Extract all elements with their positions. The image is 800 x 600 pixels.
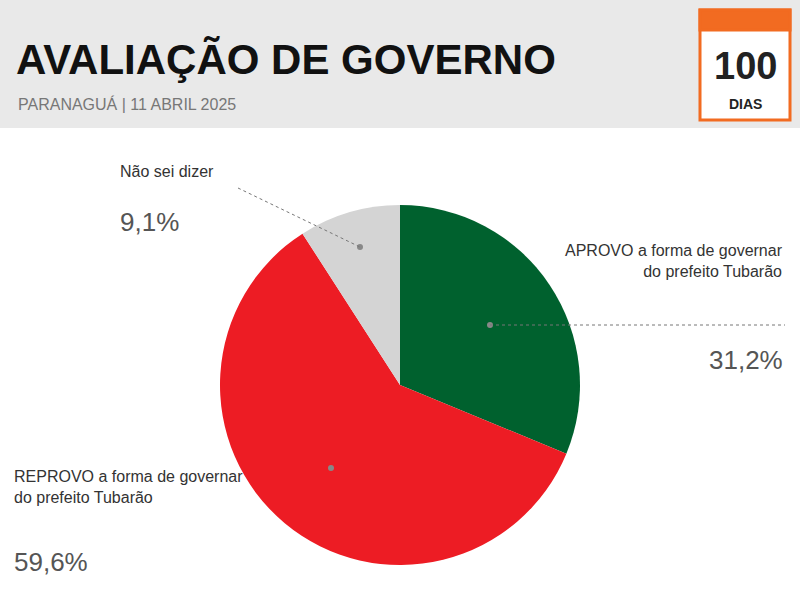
- svg-text:9,1%: 9,1%: [120, 207, 179, 237]
- svg-text:AVALIAÇÃO DE GOVERNO: AVALIAÇÃO DE GOVERNO: [16, 36, 556, 83]
- svg-text:DIAS: DIAS: [729, 96, 762, 112]
- svg-text:31,2%: 31,2%: [709, 345, 783, 375]
- svg-text:REPROVO a forma de governardo: REPROVO a forma de governardo prefeito T…: [14, 468, 243, 506]
- svg-text:59,6%: 59,6%: [14, 547, 88, 577]
- svg-text:APROVO a forma de governardo p: APROVO a forma de governardo prefeito Tu…: [565, 242, 783, 280]
- svg-text:100: 100: [714, 45, 777, 87]
- svg-text:Não sei dizer: Não sei dizer: [120, 163, 214, 180]
- svg-text:PARANAGUÁ | 11 ABRIL 2025: PARANAGUÁ | 11 ABRIL 2025: [18, 95, 236, 113]
